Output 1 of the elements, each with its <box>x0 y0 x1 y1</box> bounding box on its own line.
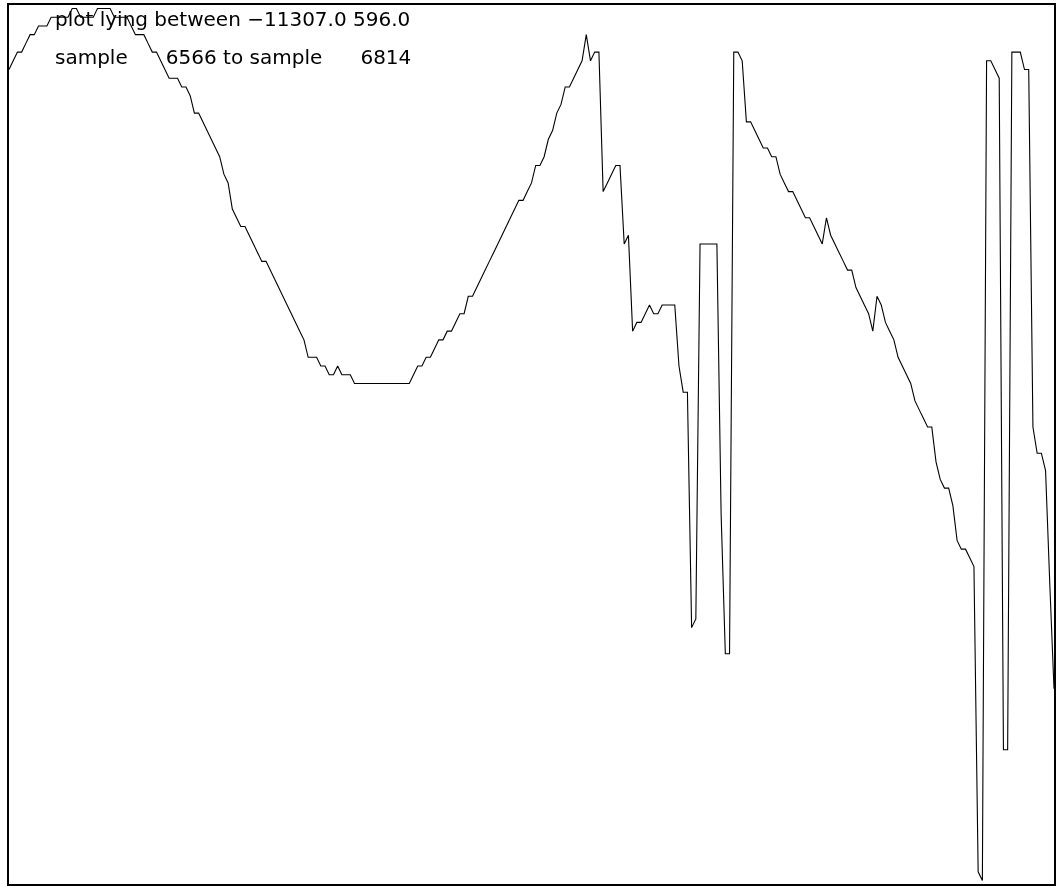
annotation: sample 6566 to sample 6814 <box>55 45 412 69</box>
